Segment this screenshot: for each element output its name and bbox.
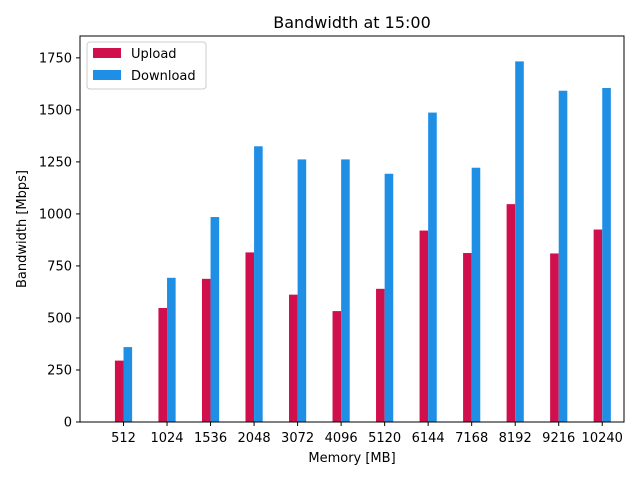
x-tick-label: 1024 [150,431,183,446]
bar-upload-7168 [463,253,472,422]
bar-download-2048 [254,146,263,423]
bar-download-7168 [471,167,481,422]
bar-download-1024 [167,277,176,422]
bar-upload-3072 [289,294,298,422]
y-tick-label: 250 [47,363,72,378]
bar-download-1536 [210,217,220,422]
bar-upload-9216 [550,253,559,422]
x-axis-label: Memory [MB] [308,451,395,466]
x-tick-label: 2048 [238,431,271,446]
bar-upload-512 [114,360,124,422]
bar-upload-2048 [245,252,255,422]
plot-frame [79,35,625,423]
x-tick-label: 7168 [455,431,488,446]
legend-swatch-download [93,70,121,80]
bar-download-5120 [384,173,394,422]
bar-download-3072 [297,159,307,422]
x-tick-label: 6144 [412,431,445,446]
bar-upload-10240 [593,229,603,422]
x-axis: 512 1024 1536 2048 3072 4096 5120 6144 7168 8192 9… [111,422,623,446]
y-tick-label: 1750 [39,51,72,66]
y-axis: 0 250 500 750 1000 1250 1500 1750 [39,51,80,431]
bar-upload-1536 [201,278,211,422]
legend-label-upload: Upload [131,47,177,62]
x-tick-label: 9216 [542,431,575,446]
legend: Upload Download [86,41,207,90]
x-tick-label: 10240 [582,431,623,446]
bar-download-9216 [558,90,568,422]
bar-upload-4096 [332,311,342,422]
bars-layer [114,61,611,423]
y-tick-label: 750 [47,259,72,274]
y-tick-label: 500 [47,311,72,326]
chart-title: Bandwidth at 15:00 [273,13,431,32]
x-tick-label: 4096 [325,431,358,446]
bar-upload-1024 [158,307,168,422]
x-tick-label: 1536 [194,431,227,446]
legend-swatch-upload [93,48,121,58]
x-tick-label: 3072 [281,431,314,446]
bar-download-10240 [602,88,611,423]
y-tick-label: 1250 [39,155,72,170]
bar-download-8192 [515,61,524,422]
x-tick-label: 512 [111,431,136,446]
x-tick-label: 8192 [499,431,532,446]
bar-download-512 [123,347,133,422]
y-tick-label: 1500 [39,103,72,118]
bar-upload-6144 [419,230,429,422]
bar-upload-8192 [506,204,516,422]
y-tick-label: 0 [64,416,72,431]
y-tick-label: 1000 [39,207,72,222]
y-axis-label: Bandwidth [Mbps] [15,170,30,288]
bar-upload-5120 [376,288,385,422]
bar-download-6144 [428,112,437,422]
x-tick-label: 5120 [368,431,401,446]
legend-label-download: Download [131,69,196,84]
bar-download-4096 [341,159,350,422]
